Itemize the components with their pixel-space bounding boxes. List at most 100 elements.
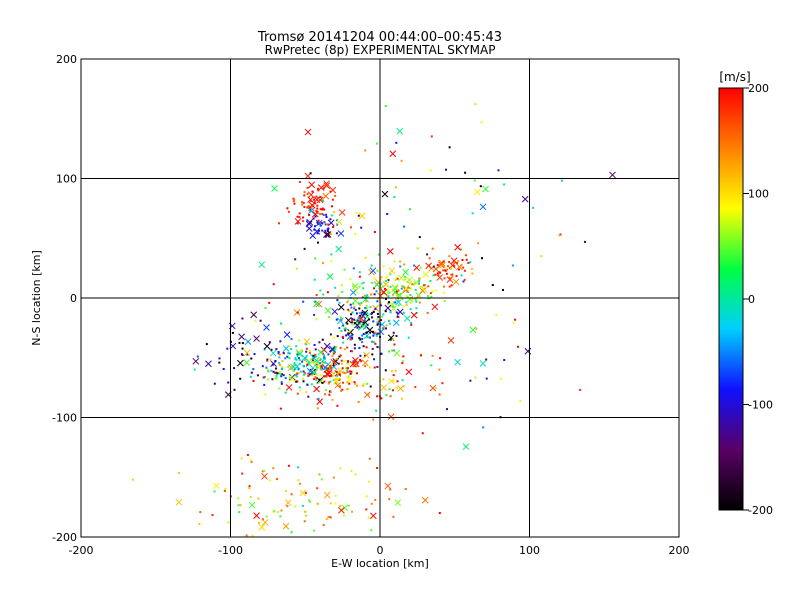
- colorbar-tick-label: 100: [748, 188, 769, 201]
- data-point: [290, 375, 293, 378]
- data-point: [278, 353, 281, 356]
- data-point: [373, 341, 375, 344]
- data-point: [211, 514, 214, 517]
- data-point: [482, 185, 489, 193]
- data-point: [475, 327, 478, 330]
- data-point: [325, 389, 327, 392]
- data-point: [275, 374, 278, 377]
- data-point: [397, 312, 400, 315]
- data-point: [409, 208, 411, 211]
- data-point: [373, 287, 375, 290]
- data-point: [337, 230, 345, 237]
- data-point: [263, 324, 270, 331]
- data-point: [243, 349, 251, 357]
- data-point: [479, 185, 482, 188]
- data-point: [350, 306, 353, 309]
- data-point: [307, 207, 315, 215]
- data-point: [314, 257, 317, 260]
- data-point: [250, 460, 253, 463]
- data-point: [392, 319, 400, 327]
- data-point: [339, 346, 342, 349]
- data-point: [409, 287, 412, 290]
- data-point: [295, 380, 298, 383]
- data-point: [402, 311, 405, 314]
- data-point: [239, 504, 242, 507]
- data-point: [359, 302, 362, 304]
- data-point: [306, 206, 309, 209]
- data-point: [375, 334, 378, 337]
- data-point: [380, 384, 388, 391]
- data-point: [316, 207, 319, 210]
- data-point: [336, 404, 339, 407]
- data-point: [307, 205, 310, 208]
- data-point: [336, 374, 339, 377]
- data-point: [318, 378, 321, 381]
- data-point: [374, 342, 377, 345]
- data-point: [392, 305, 395, 308]
- data-point: [332, 476, 335, 479]
- data-point: [296, 366, 299, 369]
- data-point: [436, 264, 439, 267]
- data-point: [351, 317, 354, 320]
- data-point: [322, 375, 325, 378]
- data-point: [308, 214, 311, 216]
- data-point: [323, 180, 330, 188]
- data-point: [375, 290, 378, 293]
- data-point: [391, 349, 394, 352]
- data-point: [237, 359, 244, 367]
- data-point: [325, 375, 328, 378]
- data-point: [265, 515, 268, 518]
- data-point: [276, 478, 278, 481]
- data-point: [406, 290, 409, 293]
- data-point: [362, 295, 370, 303]
- data-point: [439, 357, 442, 360]
- data-point: [385, 297, 387, 300]
- data-point: [393, 287, 396, 290]
- data-point: [327, 516, 330, 518]
- data-point: [439, 271, 442, 274]
- data-point: [322, 524, 325, 526]
- data-point: [306, 186, 309, 189]
- data-point: [313, 356, 316, 359]
- data-point: [402, 355, 405, 358]
- data-point: [374, 307, 377, 310]
- data-point: [306, 383, 309, 386]
- data-point: [290, 363, 297, 371]
- data-point: [328, 393, 331, 396]
- data-point: [358, 271, 361, 274]
- data-point: [359, 303, 362, 306]
- data-point: [451, 273, 454, 276]
- data-point: [399, 265, 402, 268]
- data-point: [392, 331, 395, 334]
- data-point: [353, 318, 356, 321]
- data-point: [532, 206, 534, 209]
- data-point: [301, 354, 309, 362]
- y-tick-label: -200: [52, 531, 77, 544]
- data-point: [280, 381, 283, 383]
- data-point: [385, 324, 388, 327]
- data-point: [348, 330, 351, 333]
- data-point: [350, 313, 353, 316]
- data-point: [272, 467, 275, 470]
- data-point: [343, 268, 346, 271]
- data-point: [331, 205, 333, 208]
- y-tick-label: 100: [56, 173, 77, 186]
- data-point: [270, 348, 273, 351]
- data-point: [485, 358, 488, 361]
- data-point: [421, 286, 428, 293]
- data-point: [340, 284, 343, 287]
- data-point: [396, 290, 398, 293]
- data-point: [326, 273, 334, 280]
- data-point: [376, 269, 379, 272]
- data-point: [458, 268, 460, 271]
- data-point: [365, 508, 368, 511]
- data-point: [302, 380, 305, 383]
- data-point: [448, 261, 451, 263]
- data-point: [275, 348, 278, 351]
- data-point: [306, 193, 309, 195]
- data-point: [367, 516, 370, 519]
- data-point: [405, 368, 413, 376]
- data-point: [369, 385, 372, 388]
- data-point: [363, 391, 371, 399]
- data-point: [346, 322, 349, 325]
